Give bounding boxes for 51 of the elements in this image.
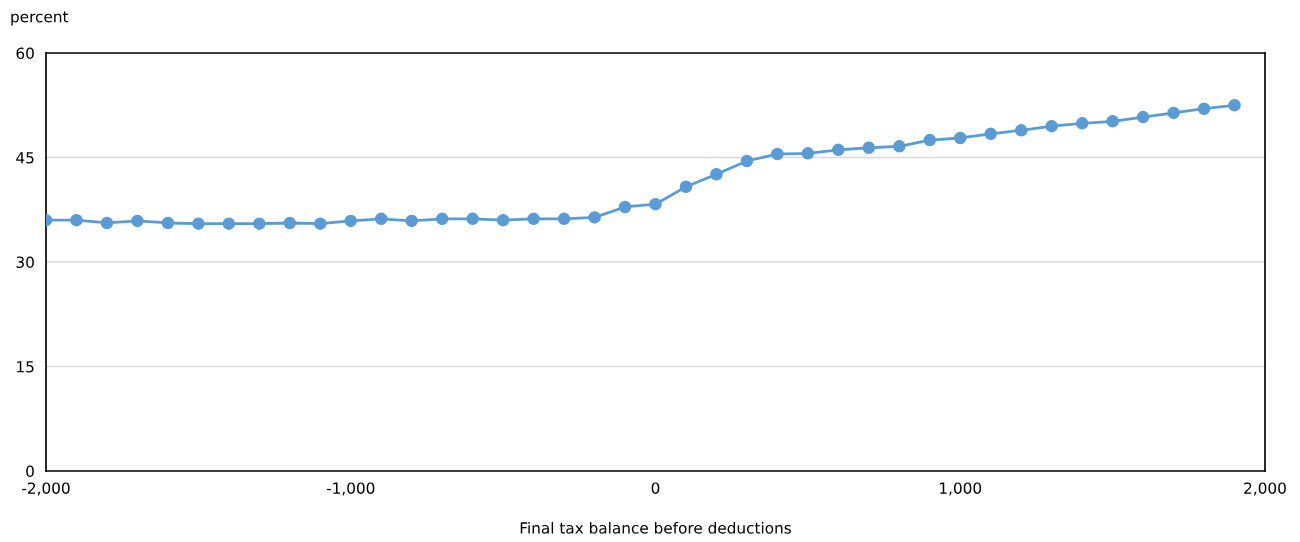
point	[1197, 102, 1211, 115]
point	[527, 212, 540, 226]
point	[1045, 119, 1058, 133]
point	[984, 127, 997, 141]
point	[679, 180, 693, 194]
y-tick-label: 60	[16, 47, 34, 60]
x-tick-label: -1,000	[326, 482, 375, 496]
y-axis-title: percent	[11, 11, 69, 26]
y-tick-label: 15	[17, 361, 34, 373]
point	[740, 154, 754, 168]
point	[1228, 98, 1241, 112]
point	[893, 140, 906, 153]
point	[953, 131, 967, 145]
x-tick-label: 2,000	[1244, 482, 1286, 496]
x-tick-label: -2,000	[22, 482, 70, 496]
point	[923, 133, 937, 147]
point	[131, 214, 144, 228]
point	[100, 216, 114, 230]
point	[70, 213, 83, 227]
x-tick-label: 1,000	[940, 482, 982, 496]
point	[405, 214, 418, 228]
point	[496, 213, 510, 227]
point	[1014, 124, 1028, 137]
point	[832, 143, 845, 157]
point	[344, 214, 358, 228]
point	[1167, 106, 1180, 120]
point	[801, 147, 815, 160]
x-axis-title: Final tax balance before deductions	[520, 521, 791, 534]
point	[862, 141, 876, 154]
x-tick-label: 0	[651, 482, 660, 494]
point	[1136, 110, 1150, 124]
point	[710, 167, 723, 181]
point	[588, 211, 601, 224]
point	[314, 217, 327, 230]
point	[618, 200, 632, 214]
point	[1075, 117, 1089, 130]
point	[557, 212, 571, 226]
y-tick-label: 0	[26, 465, 34, 478]
point	[466, 212, 479, 226]
point	[222, 217, 236, 230]
y-tick-label: 45	[16, 152, 34, 164]
point	[192, 217, 205, 230]
y-tick-label: 30	[16, 256, 34, 269]
point	[649, 197, 662, 211]
point	[374, 212, 388, 226]
point	[1106, 115, 1119, 128]
point	[435, 212, 449, 226]
point	[771, 147, 784, 161]
point	[161, 216, 175, 230]
point	[283, 216, 297, 230]
point	[253, 217, 266, 230]
